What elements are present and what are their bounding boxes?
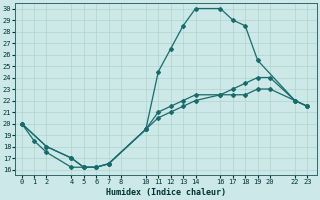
X-axis label: Humidex (Indice chaleur): Humidex (Indice chaleur) bbox=[106, 188, 226, 197]
